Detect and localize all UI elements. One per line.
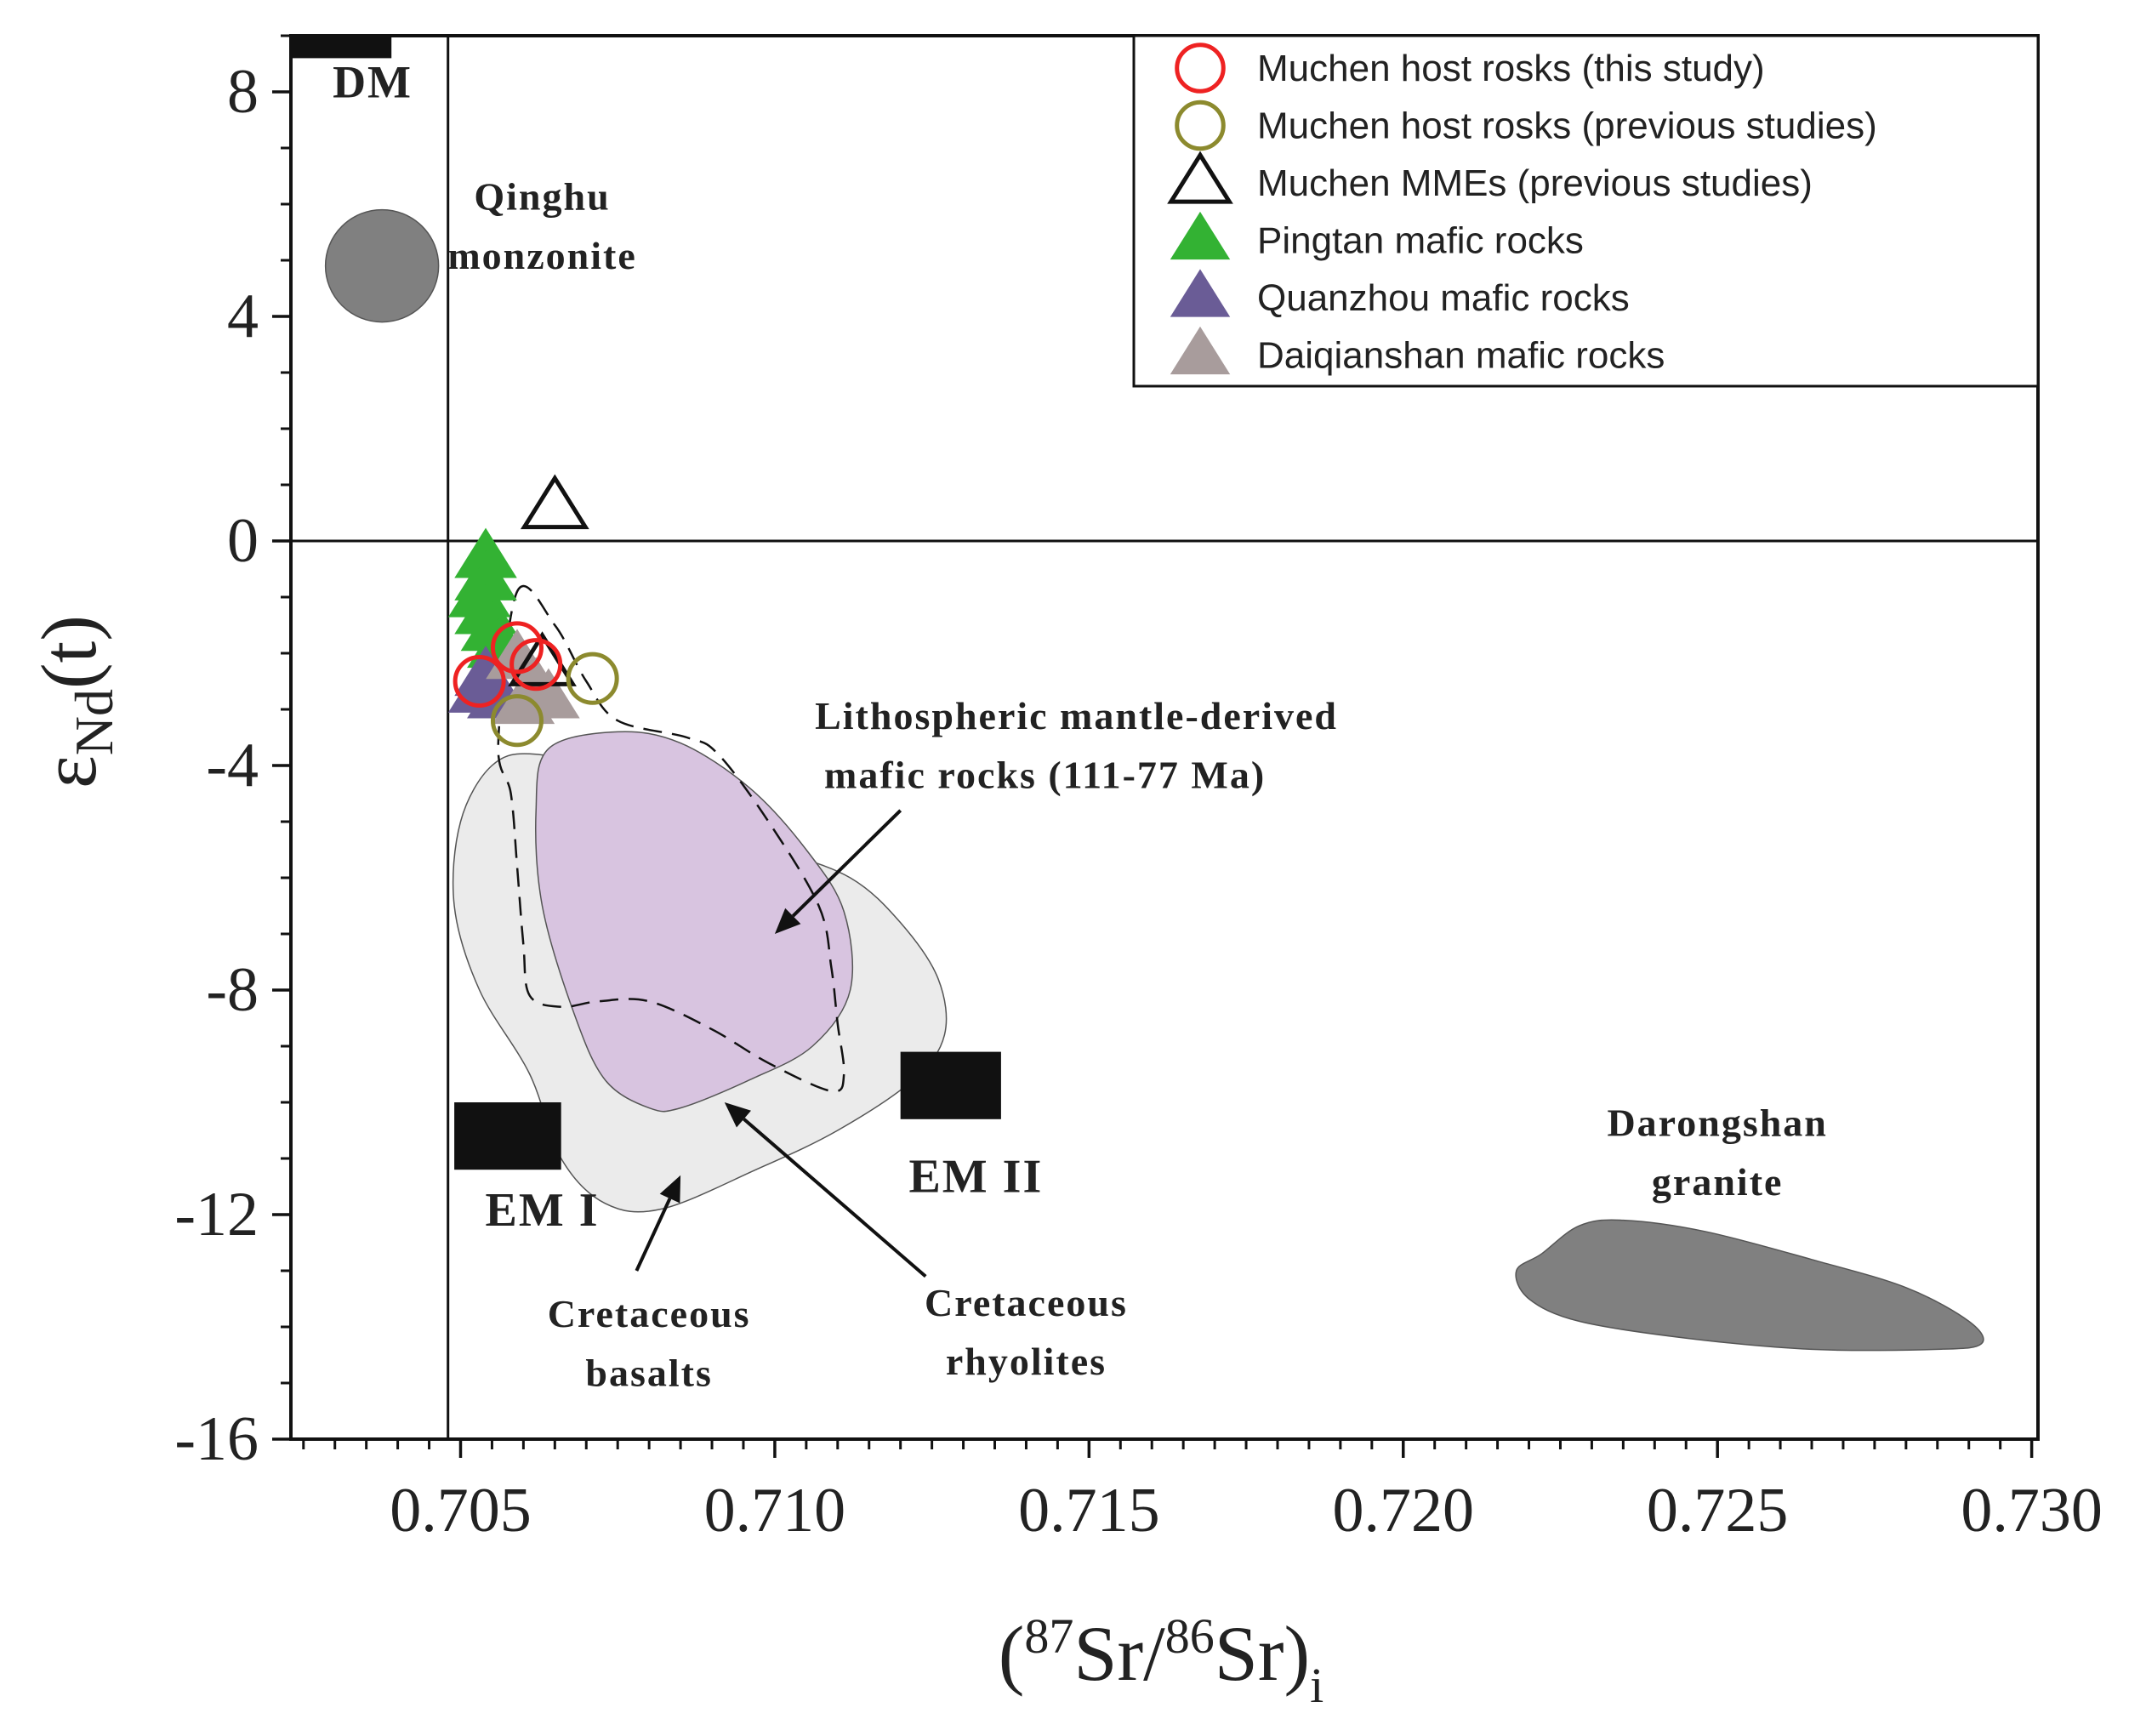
x-tick-label: 0.720	[1333, 1476, 1475, 1545]
muchen-host-rosks-this-study-point	[490, 621, 544, 674]
em-i-label: EM I	[486, 1184, 600, 1237]
legend-label: Quanzhou mafic rocks	[1257, 277, 1630, 319]
legend-box	[1132, 34, 2040, 388]
darongshan-label: Darongshan	[1607, 1101, 1827, 1145]
muchen-host-rosks-this-study-point	[453, 654, 506, 709]
axis-titles: εNd(t) (87Sr/86Sr)i	[26, 615, 1323, 1713]
end-member-layer	[291, 36, 1001, 1170]
arrow-head	[724, 1102, 751, 1128]
arrow-shaft	[635, 1198, 672, 1272]
fields-layer	[324, 208, 1984, 1352]
x-axis-title: (87Sr/86Sr)i	[999, 1608, 1324, 1713]
em-ii-end-member-box	[900, 1051, 1001, 1119]
quanzhou-mafic-rocks-legend-marker	[1170, 269, 1231, 317]
axes: 8 4 0 -4 -8 -12 -16 0.705 0.710 0.715 0.720 0.725 0.…	[174, 34, 2103, 1545]
muchen-host-rosks-previous-studies-legend-marker	[1175, 100, 1226, 151]
arrow-head	[659, 1175, 681, 1204]
cretaceous-basalts-arrow	[635, 1175, 681, 1272]
x-tick-label: 0.730	[1961, 1476, 2103, 1545]
muchen-mmes-previous-studies-legend-marker	[1167, 151, 1233, 204]
arrow-shaft	[743, 1118, 927, 1278]
qinghu-label: Qinghu	[474, 175, 610, 219]
legend-label: Daiqianshan mafic rocks	[1257, 335, 1665, 377]
lithospheric-mantle-derived-mafic-rocks-111-77-ma-arrow	[774, 809, 902, 934]
dm-end-member-box	[291, 36, 392, 59]
cretaceous-rhyolites-arrow	[724, 1102, 927, 1278]
y-tick-label: -12	[174, 1180, 259, 1249]
y-tick-label: 4	[227, 282, 259, 351]
legend-label: Muchen MMEs (previous studies)	[1257, 162, 1813, 204]
legend-label: Pingtan mafic rocks	[1257, 220, 1584, 262]
x-tick-label: 0.705	[390, 1476, 532, 1545]
muchen-mmes-previous-studies-point	[508, 631, 577, 686]
cretaceous-rhyolites-field	[497, 584, 845, 1093]
reference-lines	[291, 36, 2038, 1439]
daiqianshan-mafic-rocks-point	[517, 668, 580, 719]
dm-label: DM	[333, 57, 413, 108]
legend-label: Muchen host rosks (this study)	[1257, 48, 1765, 89]
arrows	[635, 809, 927, 1278]
muchen-host-rosks-previous-studies-point	[490, 694, 544, 748]
arrow-shaft	[791, 809, 902, 918]
cretaceous-label: Cretaceous	[548, 1292, 751, 1335]
rhyolites-label: rhyolites	[946, 1340, 1107, 1383]
cretaceous-label: Cretaceous	[925, 1281, 1128, 1324]
em-i-end-member-box	[454, 1102, 561, 1170]
x-tick-label: 0.710	[704, 1476, 846, 1545]
daiqianshan-mafic-rocks-legend-marker	[1170, 326, 1231, 375]
y-tick-label: 8	[227, 57, 259, 127]
x-tick-label: 0.725	[1647, 1476, 1789, 1545]
muchen-mmes-previous-studies-point	[520, 474, 589, 530]
muchen-host-rosks-this-study-legend-marker	[1175, 43, 1226, 94]
data-points	[447, 474, 619, 748]
basalts-label: basalts	[585, 1351, 712, 1394]
y-tick-label: -4	[206, 731, 259, 800]
y-tick-label: 0	[227, 506, 259, 576]
em-ii-label: EM II	[908, 1151, 1043, 1204]
y-axis-title: εNd(t)	[26, 615, 124, 788]
lithospheric-mantle-derived-mafic-rocks-111-77-ma-field	[535, 731, 854, 1113]
y-tick-label: -16	[174, 1404, 259, 1474]
lithospheric-mantle-derived-label: Lithospheric mantle-derived	[815, 694, 1338, 737]
granite-label: granite	[1652, 1160, 1784, 1204]
monzonite-label: monzonite	[447, 234, 636, 277]
pingtan-mafic-rocks-legend-marker	[1170, 211, 1231, 260]
field-labels: DM Qinghu monzonite Lithospheric mantle-der…	[333, 57, 1827, 1395]
y-tick-label: -8	[206, 955, 259, 1025]
muchen-host-rosks-previous-studies-point	[566, 652, 619, 705]
x-tick-label: 0.715	[1018, 1476, 1160, 1545]
darongshan-granite-field	[1515, 1219, 1984, 1352]
mafic-rocks-111-77-ma-label: mafic rocks (111-77 Ma)	[824, 753, 1266, 796]
muchen-host-rosks-this-study-point	[509, 638, 563, 692]
legend-label: Muchen host rosks (previous studies)	[1257, 105, 1877, 147]
arrow-head	[774, 908, 801, 934]
qinghu-monzonite-field	[324, 208, 440, 323]
legend: Muchen host rosks (this study) Muchen hos…	[1132, 34, 2040, 388]
